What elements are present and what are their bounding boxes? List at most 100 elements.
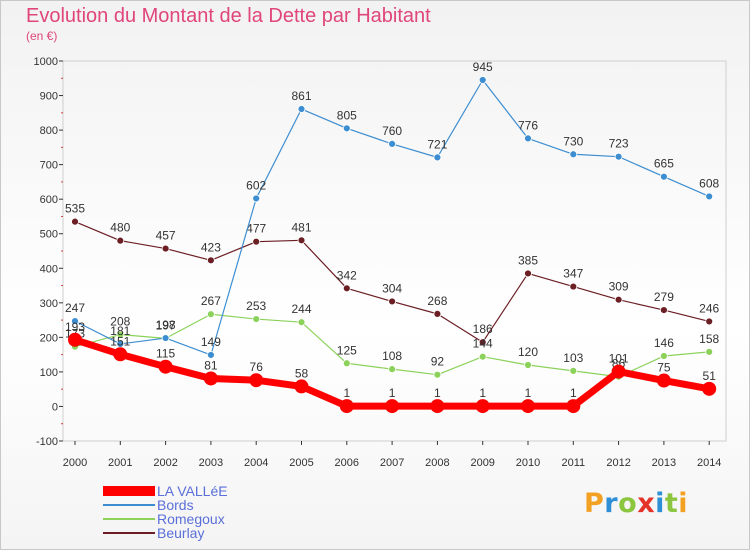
proxiti-logo: Proxiti: [584, 488, 688, 519]
data-label: 267: [201, 294, 221, 308]
data-label: 181: [110, 324, 130, 338]
legend-swatch: [103, 486, 155, 496]
y-tick-label: 500: [40, 229, 58, 241]
legend: LA VALLéE Bords Romegoux Beurlay: [103, 484, 303, 540]
chart-subtitle: (en €): [26, 29, 58, 43]
x-tick-label: 2009: [470, 457, 494, 469]
data-label: 247: [65, 301, 85, 315]
data-point: [660, 352, 668, 360]
x-tick-label: 2004: [244, 457, 268, 469]
x-tick-label: 2008: [425, 457, 449, 469]
data-label: 151: [110, 334, 130, 348]
data-point: [478, 76, 487, 84]
y-tick-label: 600: [40, 194, 58, 206]
logo-letter: t: [664, 488, 679, 519]
data-label: 776: [518, 118, 538, 132]
logo-letter: x: [637, 488, 656, 519]
data-label: 186: [473, 322, 493, 336]
data-point: [252, 237, 261, 246]
x-tick-label: 2000: [63, 457, 87, 469]
data-label: 760: [382, 124, 402, 138]
data-label: 158: [699, 332, 719, 346]
y-tick-label: 100: [40, 367, 58, 379]
data-label: 1: [570, 386, 577, 400]
data-label: 721: [427, 137, 447, 151]
data-label: 103: [563, 351, 583, 365]
data-point: [614, 152, 623, 161]
x-tick-label: 2002: [153, 457, 177, 469]
data-point: [656, 373, 671, 388]
data-label: 1: [343, 386, 350, 400]
data-label: 477: [246, 222, 266, 236]
series-bords: 247 181 198 149 602 861 805 760 721 945 776 730 723 6…: [65, 60, 720, 359]
data-label: 1: [525, 386, 532, 400]
logo-letter: i: [678, 488, 689, 519]
data-point: [206, 256, 215, 265]
data-point: [342, 284, 351, 293]
data-point: [161, 334, 170, 342]
data-label: 125: [337, 343, 357, 357]
data-label: 51: [703, 369, 717, 383]
x-tick-label: 2012: [606, 457, 630, 469]
legend-item: LA VALLéE: [103, 484, 303, 498]
data-label: 342: [337, 268, 357, 282]
data-label: 480: [110, 221, 130, 235]
data-point: [385, 399, 400, 414]
x-tick-label: 2003: [199, 457, 223, 469]
legend-item: Beurlay: [103, 526, 303, 540]
data-point: [297, 318, 306, 327]
data-point: [388, 140, 397, 148]
data-label: 208: [110, 315, 130, 329]
y-tick-label: 700: [40, 160, 58, 172]
x-tick-label: 2010: [516, 457, 540, 469]
data-label: 246: [699, 301, 719, 315]
x-tick-label: 2007: [380, 457, 404, 469]
data-point: [705, 347, 714, 356]
data-point: [252, 315, 261, 323]
data-label: 146: [654, 336, 674, 350]
data-point: [478, 352, 487, 361]
data-point: [614, 295, 623, 304]
legend-label: LA VALLéE: [157, 483, 228, 499]
data-label: 244: [291, 302, 311, 316]
data-label: 1: [479, 386, 486, 400]
data-label: 309: [609, 280, 629, 294]
data-point: [611, 364, 626, 379]
data-label: 101: [609, 352, 629, 366]
logo-letter: r: [604, 488, 619, 519]
data-label: 304: [382, 281, 402, 295]
y-tick-label: 200: [40, 332, 58, 344]
legend-swatch: [103, 532, 155, 534]
chart-title: Evolution du Montant de la Dette par Hab…: [26, 5, 431, 27]
data-point: [569, 282, 578, 291]
series-la-vall-e: 193 151 115 81 76 58 1 1 1 1 1 1 101 75 51: [65, 320, 717, 414]
data-point: [113, 347, 128, 362]
data-label: 58: [295, 366, 309, 380]
data-point: [249, 373, 264, 388]
data-label: 1: [434, 386, 441, 400]
x-tick-label: 2006: [335, 457, 359, 469]
data-point: [252, 194, 261, 203]
data-label: 481: [291, 220, 311, 234]
data-label: 861: [291, 89, 311, 103]
data-point: [71, 217, 79, 226]
data-point: [430, 399, 445, 414]
data-point: [68, 332, 82, 347]
data-point: [660, 306, 668, 314]
data-point: [569, 150, 578, 159]
data-label: 805: [337, 108, 357, 122]
data-label: 279: [654, 290, 674, 304]
legend-swatch: [103, 504, 155, 506]
x-tick-label: 2005: [289, 457, 313, 469]
y-tick-label: 300: [40, 298, 58, 310]
y-tick-label: -100: [36, 436, 58, 448]
data-point: [478, 338, 487, 347]
data-point: [339, 399, 354, 414]
y-tick-label: 1000: [34, 56, 58, 68]
data-label: 115: [156, 347, 175, 361]
data-point: [388, 365, 397, 374]
logo-letter: P: [584, 488, 605, 519]
data-label: 268: [427, 294, 447, 308]
